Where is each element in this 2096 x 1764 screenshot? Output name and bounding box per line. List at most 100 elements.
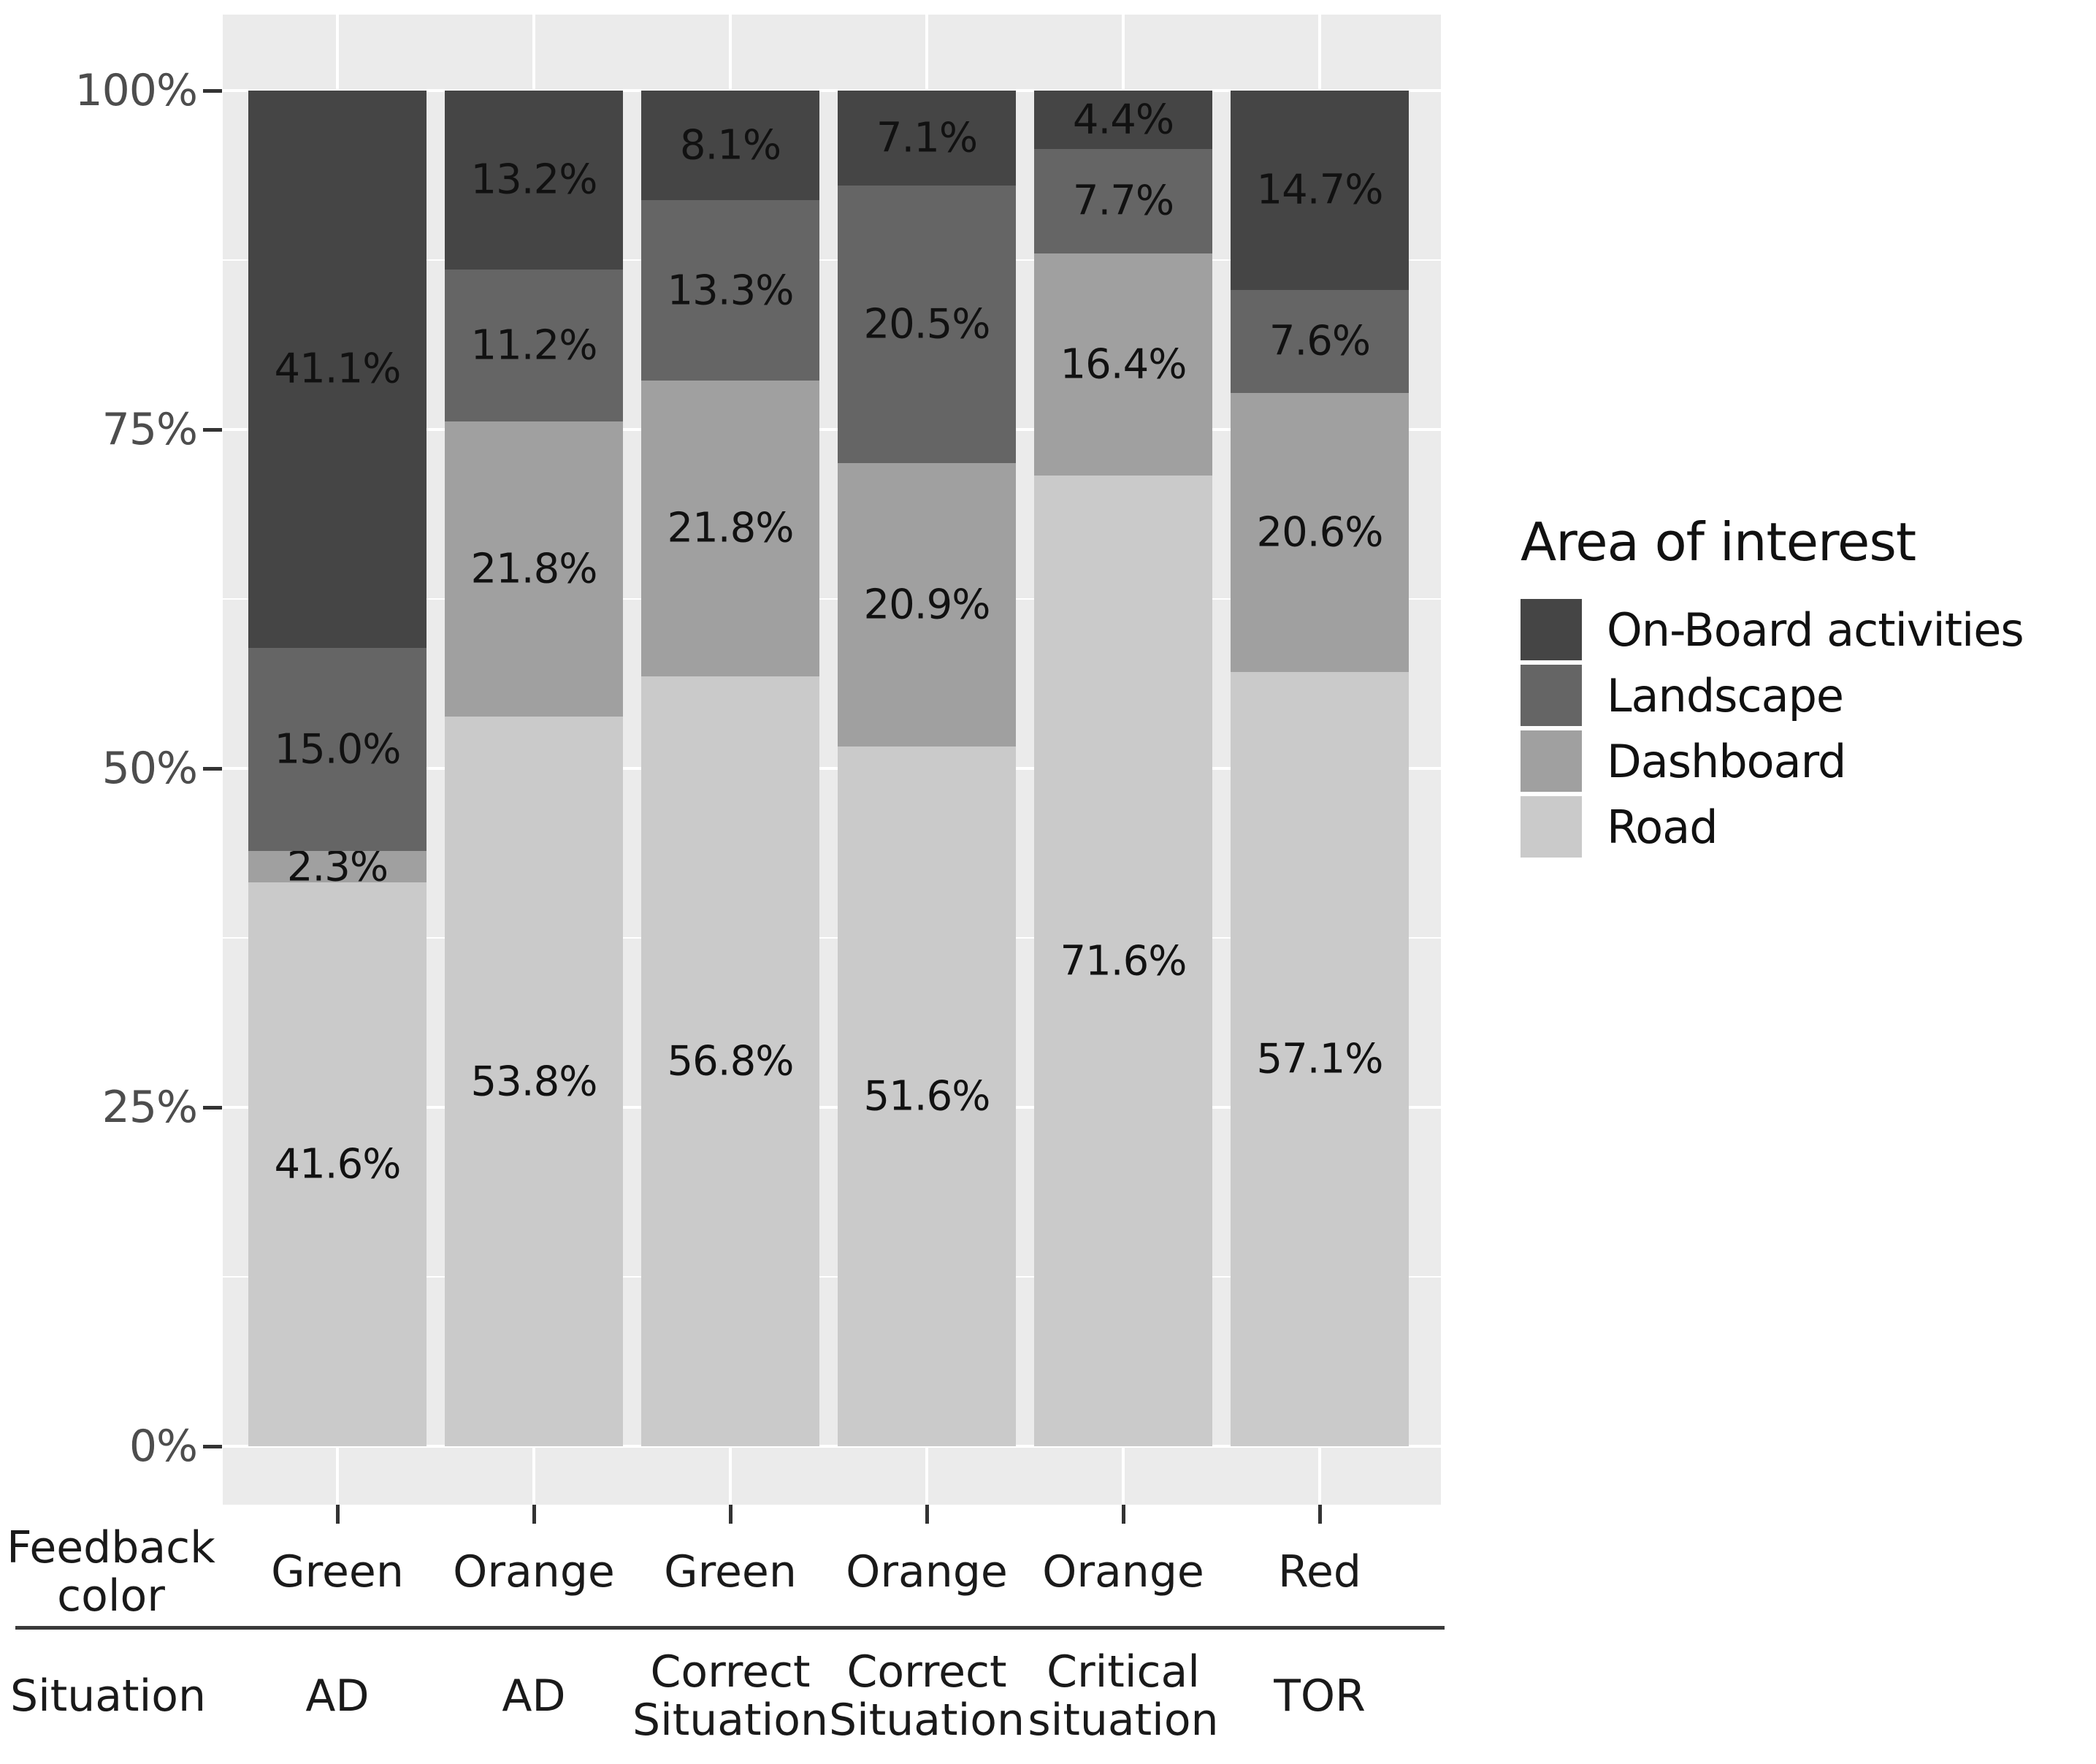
bar-segment-label: 11.2% [470,321,598,370]
bar-segment-label: 13.2% [470,156,598,204]
situation-label: Critical situation [1028,1646,1219,1746]
legend-item-label: Dashboard [1607,734,1846,788]
feedback-color-label: Green [271,1546,404,1597]
bar-segment [1034,91,1212,149]
legend-items: On-Board activities Landscape Dashboard Roa… [1521,599,2090,858]
legend-item-label: Landscape [1607,668,1844,722]
legend-key-swatch [1521,730,1582,792]
bar-segment [248,851,427,882]
x-axis-tick [729,1505,733,1524]
bar-segment-label: 51.6% [863,1072,991,1120]
plot-panel: 41.6% 2.3% 15.0% 41.1% 53.8% 21.8% 11.2% 13.2% 5… [223,15,1441,1505]
situation-label: AD [502,1671,566,1722]
bar-segment-label: 4.4% [1072,96,1174,144]
y-axis-tick [203,1106,222,1110]
bar-segment-label: 8.1% [679,121,781,169]
bar-segment-label: 21.8% [667,504,795,552]
bar-segment [641,381,819,676]
bar-segment [445,421,623,717]
bar-segment [445,717,623,1446]
legend-item-label: Road [1607,800,1718,854]
y-axis-tick [203,89,222,93]
bar-segment [1034,253,1212,476]
legend-item: Dashboard [1521,730,2090,792]
major-gridline [223,428,1441,431]
legend-item: On-Board activities [1521,599,2090,660]
major-gridline [223,89,1441,92]
bar-segment [1231,91,1409,290]
minor-gridline [223,598,1441,600]
y-axis-tick [203,1445,222,1448]
bar-segment-label: 53.8% [470,1058,598,1106]
bar-segment-label: 13.3% [667,267,795,315]
bar-segment-label: 56.8% [667,1037,795,1085]
bar-segment-label: 71.6% [1060,937,1187,985]
bar-segment [445,91,623,270]
bar-segment [641,676,819,1446]
bar-segment [838,91,1016,186]
bar-segment-label: 57.1% [1256,1035,1384,1083]
bar-segment [838,185,1016,464]
minor-gridline [223,259,1441,261]
feedback-color-label: Orange [846,1546,1008,1597]
bar-segment-label: 41.6% [274,1140,402,1188]
bar-segment-label: 7.6% [1269,317,1371,365]
x-axis-tick [1122,1505,1125,1524]
bar-segment-label: 7.1% [876,114,978,162]
situation-label: AD [305,1671,370,1722]
bar-segment [641,200,819,381]
bar-segment-label: 7.7% [1072,177,1174,225]
situation-label: Correct Situation [632,1646,828,1746]
y-axis-label: 25% [102,1082,198,1133]
bar-segment-label: 14.7% [1256,166,1384,214]
feedback-color-label: Orange [453,1546,615,1597]
x-axis-row2-header: Situation [9,1671,206,1722]
bar-segment-label: 20.9% [863,581,991,629]
legend-title: Area of interest [1521,511,1916,573]
bar-segment-label: 20.5% [863,300,991,348]
major-gridline [223,767,1441,770]
bar-segment [248,91,427,648]
major-gridline [223,1106,1441,1109]
minor-gridline [223,1276,1441,1278]
x-axis-tick [1318,1505,1322,1524]
bar-segment [1231,392,1409,673]
bar-segment [248,647,427,852]
feedback-color-label: Orange [1042,1546,1204,1597]
x-axis-row1-header: Feedback color [7,1522,215,1622]
legend-item: Landscape [1521,665,2090,726]
legend: Area of interest On-Board activities Land… [1521,511,2090,862]
situation-label: Correct Situation [828,1646,1025,1746]
x-axis-tick [336,1505,340,1524]
axis-table-divider [15,1626,1445,1630]
bar-segment-label: 16.4% [1060,340,1187,389]
bar-segment [838,463,1016,747]
y-axis-label: 0% [129,1421,198,1472]
y-axis-label: 50% [102,743,198,794]
bar-segment [1231,672,1409,1446]
bar-segment [1034,476,1212,1446]
bar-segment [1231,289,1409,393]
legend-key-swatch [1521,599,1582,660]
legend-item-label: On-Board activities [1607,603,2024,657]
y-axis-label: 75% [102,404,198,455]
bar-segment-label: 20.6% [1256,508,1384,557]
bar-segment [445,269,623,421]
x-axis-tick [532,1505,536,1524]
bar-segment-label: 21.8% [470,545,598,593]
bar-segment [838,747,1016,1446]
bar-segment [641,91,819,201]
feedback-color-label: Red [1278,1546,1361,1597]
y-axis-tick [203,428,222,432]
situation-label: TOR [1274,1671,1366,1722]
minor-gridline [223,937,1441,939]
feedback-color-label: Green [664,1546,797,1597]
legend-item: Road [1521,796,2090,858]
y-axis-label: 100% [74,65,198,116]
bar-segment-label: 15.0% [274,725,402,774]
x-axis-tick [925,1505,929,1524]
bar-segment-label: 41.1% [274,345,402,393]
bar-segment [248,882,427,1446]
legend-key-swatch [1521,796,1582,858]
legend-key-swatch [1521,665,1582,726]
